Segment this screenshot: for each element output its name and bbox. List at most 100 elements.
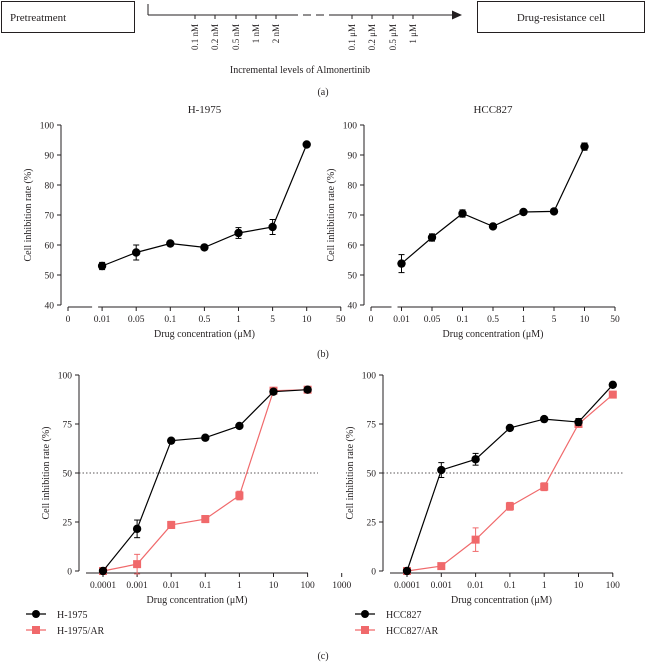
y-tick-label: 75 [367, 421, 377, 431]
data-point [427, 233, 437, 242]
data-point [269, 387, 278, 396]
legend-marker-h1975-ar [32, 626, 40, 634]
x-tick-label: 10 [269, 581, 279, 591]
x-tick-label: 0.01 [467, 581, 484, 591]
y-axis-label: Cell inhibition rate (%) [345, 426, 356, 519]
x-tick-label: 10 [574, 581, 584, 591]
timeline-tick-label: 0.2 nM [210, 24, 220, 50]
data-point [235, 491, 244, 500]
y-tick-label: 90 [45, 152, 55, 162]
data-point [167, 520, 176, 529]
data-point [402, 566, 412, 576]
x-tick-label: 0.5 [198, 315, 210, 325]
legend-text-hcc827: HCC827 [386, 610, 422, 621]
data-point [98, 566, 108, 576]
data-point [471, 535, 480, 544]
x-axis-label: Drug concentration (μM) [451, 595, 552, 606]
y-tick-label: 100 [343, 122, 358, 132]
data-point [437, 465, 446, 475]
data-point [133, 560, 142, 569]
x-tick-label: 0.1 [457, 315, 469, 325]
timeline-tick-label: 0.5 μM [388, 24, 398, 50]
y-tick-label: 25 [63, 519, 73, 529]
data-point [200, 243, 209, 252]
y-tick-label: 0 [67, 568, 72, 578]
data-point [608, 380, 617, 389]
data-point [540, 414, 549, 424]
legend-text-hcc827-ar: HCC827/AR [386, 626, 439, 637]
y-tick-label: 40 [45, 302, 55, 312]
panel-c-label: (c) [317, 651, 328, 662]
chart-title: HCC827 [473, 104, 513, 116]
series-line [102, 389, 308, 572]
data-point [166, 239, 175, 248]
data-point [437, 562, 446, 571]
legend-text-h1975-ar: H-1975/AR [57, 626, 105, 637]
y-tick-label: 50 [45, 272, 55, 282]
x-tick-label: 0 [369, 315, 374, 325]
x-tick-label: 0.1 [164, 315, 176, 325]
data-point [397, 259, 406, 268]
x-tick-label: 1 [237, 581, 242, 591]
legend-text-h1975: H-1975 [57, 610, 88, 621]
pretreatment-box [1, 1, 135, 33]
legend-marker-h1975 [32, 610, 40, 618]
x-tick-label: 0.001 [431, 581, 453, 591]
data-point [549, 207, 559, 216]
data-point [97, 261, 107, 271]
x-tick-label: 0.1 [199, 581, 211, 591]
legend-marker-hcc827-ar [361, 626, 369, 634]
x-axis-label: Drug concentration (μM) [147, 595, 248, 606]
data-point [540, 482, 549, 491]
drug-resistance-label: Drug-resistance cell [517, 12, 605, 24]
timeline-tick-label: 0.5 nM [231, 24, 241, 50]
x-tick-label: 0.01 [94, 315, 111, 325]
y-tick-label: 100 [40, 122, 55, 132]
drug-resistance-box [477, 1, 645, 33]
data-point [234, 228, 243, 238]
y-tick-label: 100 [362, 372, 377, 382]
series-line [102, 389, 308, 572]
x-tick-label: 5 [270, 315, 275, 325]
x-tick-label: 0.05 [424, 315, 441, 325]
data-point [608, 390, 617, 399]
x-tick-label: 1000 [332, 581, 351, 591]
series-line [406, 384, 614, 572]
chart-title: H-1975 [188, 104, 222, 116]
y-axis-label: Cell inhibition rate (%) [326, 168, 337, 261]
x-tick-label: 50 [336, 315, 346, 325]
data-point [302, 140, 311, 149]
x-tick-label: 0.01 [393, 315, 410, 325]
x-tick-label: 100 [606, 581, 621, 591]
timeline-ticks: 0.1 nM 0.2 nM 0.5 nM 1 nM 2 nM 0.1 μM 0.2 μM 0.… [190, 15, 418, 50]
x-tick-label: 100 [300, 581, 315, 591]
y-tick-label: 50 [63, 470, 73, 480]
data-point [132, 248, 141, 257]
y-tick-label: 80 [45, 182, 55, 192]
timeline-tick-label: 1 nM [251, 24, 261, 43]
timeline-tick-label: 1 μM [408, 24, 418, 44]
x-tick-label: 0.1 [504, 581, 516, 591]
legend-c1: H-1975 H-1975/AR [26, 610, 105, 637]
data-point [303, 385, 312, 394]
x-tick-label: 1 [542, 581, 547, 591]
y-tick-label: 50 [367, 470, 377, 480]
data-point [519, 207, 528, 217]
x-tick-label: 0.001 [126, 581, 148, 591]
legend-c2: HCC827 HCC827/AR [355, 610, 439, 637]
x-tick-label: 10 [302, 315, 312, 325]
chart-h1975-c: 0 25 50 75 100 Cell inhibition rate (%) 0.0001… [41, 372, 351, 607]
y-tick-label: 50 [348, 272, 358, 282]
panel-b-label: (b) [317, 349, 329, 360]
x-axis-label: Drug concentration (μM) [154, 329, 255, 340]
y-tick-label: 0 [371, 568, 376, 578]
data-point [132, 524, 142, 534]
y-tick-label: 60 [45, 242, 55, 252]
y-tick-label: 40 [348, 302, 358, 312]
data-point [201, 515, 210, 524]
timeline-tick-label: 0.2 μM [367, 24, 377, 50]
chart-hcc827-c: 0 25 50 75 100 Cell inhibition rate (%) 0.0001… [345, 372, 623, 606]
